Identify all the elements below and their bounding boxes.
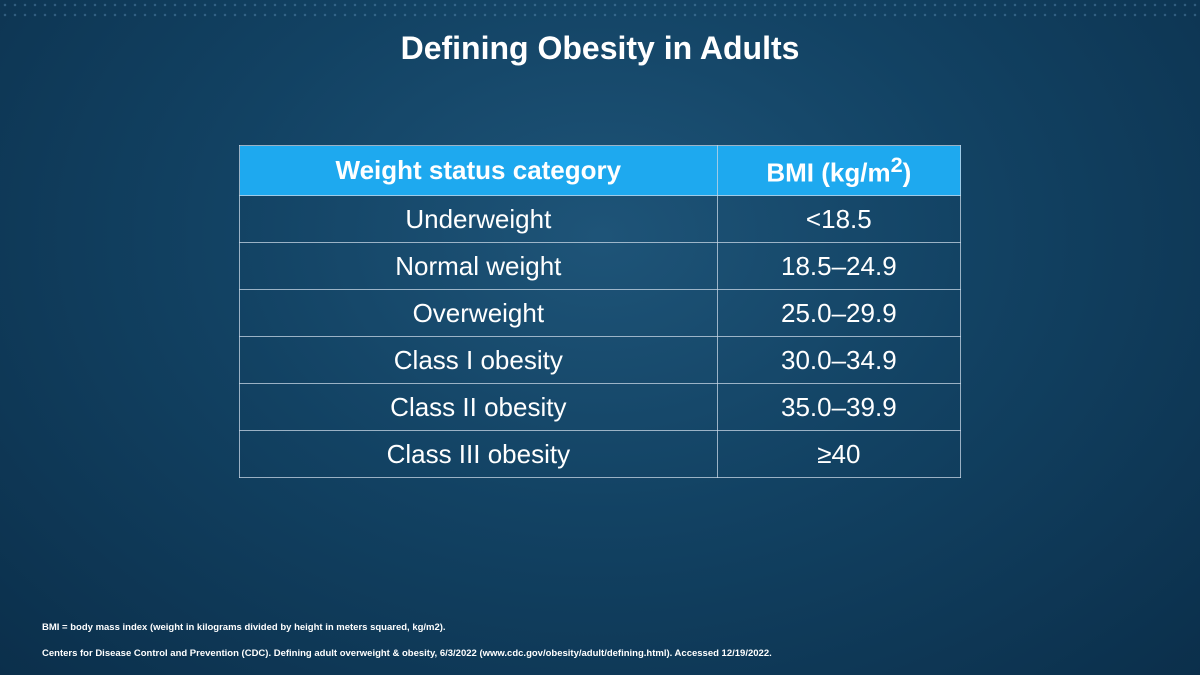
table-row: Normal weight 18.5–24.9 (239, 242, 962, 290)
table-row: Class II obesity 35.0–39.9 (239, 383, 962, 431)
category-cell: Class III obesity (239, 430, 718, 478)
table-row: Underweight <18.5 (239, 195, 962, 243)
bmi-cell: 30.0–34.9 (716, 336, 962, 384)
bmi-cell: 35.0–39.9 (716, 383, 962, 431)
category-cell: Overweight (239, 289, 718, 337)
header-bmi-close: ) (902, 157, 912, 188)
table-row: Class III obesity ≥40 (239, 430, 962, 478)
category-cell: Class II obesity (239, 383, 718, 431)
table-row: Class I obesity 30.0–34.9 (239, 336, 962, 384)
abbreviation-footnote: BMI = body mass index (weight in kilogra… (42, 622, 446, 633)
bmi-cell: 18.5–24.9 (716, 242, 962, 290)
reference-footnote: Centers for Disease Control and Preventi… (42, 648, 772, 659)
header-bmi-label: BMI (kg/m (766, 157, 891, 188)
header-bmi: BMI (kg/m2) (716, 145, 962, 196)
header-weight-status-category: Weight status category (239, 145, 718, 196)
bmi-category-table: Weight status category BMI (kg/m2) Under… (239, 145, 962, 478)
bmi-cell: <18.5 (716, 195, 962, 243)
bmi-cell: ≥40 (716, 430, 962, 478)
category-cell: Normal weight (239, 242, 718, 290)
table-header-row: Weight status category BMI (kg/m2) (239, 145, 962, 196)
slide-title: Defining Obesity in Adults (400, 30, 800, 66)
category-cell: Underweight (239, 195, 718, 243)
table-row: Overweight 25.0–29.9 (239, 289, 962, 337)
decorative-dot-band (0, 0, 1200, 22)
header-bmi-superscript: 2 (890, 152, 903, 178)
category-cell: Class I obesity (239, 336, 718, 384)
bmi-cell: 25.0–29.9 (716, 289, 962, 337)
footnotes: BMI = body mass index (weight in kilogra… (42, 622, 772, 674)
